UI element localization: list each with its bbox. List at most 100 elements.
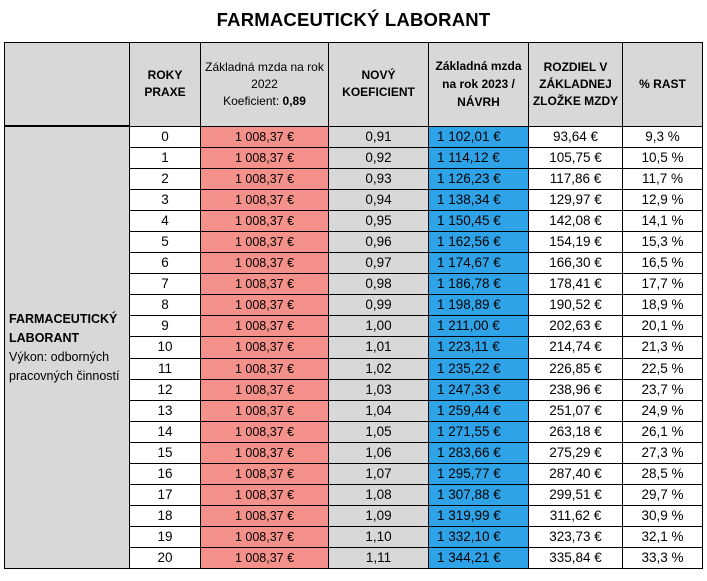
new-coefficient-cell: 1,02 [328,357,429,380]
base-salary-2022-cell: 1 008,37 € [200,209,329,232]
table-row: 12 1 008,37 €1,03 1 247,33 €238,96 €23,7 % [5,378,703,401]
new-coefficient-cell: 0,93 [328,167,429,190]
base-salary-2023-cell: 1 138,34 € [428,188,529,211]
growth-cell: 20,1 % [622,315,703,338]
years-cell: 18 [129,505,201,528]
header-coefficient-label: Koeficient: [223,93,280,108]
table-row: 20 1 008,37 €1,11 1 344,21 €335,84 €33,3 % [5,547,703,570]
base-salary-2022-cell: 1 008,37 € [200,315,329,338]
years-cell: 3 [129,188,201,211]
header-base-salary-2023: Základná mzda na rok 2023 / NÁVRH [428,42,529,127]
difference-cell: 93,64 € [528,125,623,148]
group-label-cell: FARMACEUTICKÝ LABORANT Výkon: odborných p… [4,125,130,570]
base-salary-2022-cell: 1 008,37 € [200,420,329,443]
years-cell: 17 [129,484,201,507]
difference-cell: 323,73 € [528,526,623,549]
base-salary-2023-cell: 1 211,00 € [428,315,529,338]
table-row: 17 1 008,37 €1,08 1 307,88 €299,51 €29,7 % [5,484,703,507]
growth-cell: 21,3 % [622,336,703,359]
base-salary-2022-cell: 1 008,37 € [200,125,329,148]
base-salary-2022-cell: 1 008,37 € [200,357,329,380]
new-coefficient-cell: 0,94 [328,188,429,211]
difference-cell: 238,96 € [528,378,623,401]
difference-cell: 287,40 € [528,462,623,486]
base-salary-2023-cell: 1 332,10 € [428,526,529,549]
growth-cell: 10,5 % [622,146,703,169]
header-years: ROKY PRAXE [129,42,201,127]
new-coefficient-cell: 0,95 [328,209,429,232]
years-cell: 19 [129,526,201,549]
growth-cell: 9,3 % [622,125,703,148]
growth-cell: 26,1 % [622,420,703,443]
base-salary-2022-cell: 1 008,37 € [200,273,329,296]
base-salary-2023-cell: 1 307,88 € [428,484,529,507]
new-coefficient-cell: 1,01 [328,336,429,359]
base-salary-2022-cell: 1 008,37 € [200,146,329,169]
difference-cell: 154,19 € [528,230,623,254]
difference-cell: 129,97 € [528,188,623,211]
base-salary-2023-cell: 1 150,45 € [428,209,529,232]
years-cell: 11 [129,357,201,380]
new-coefficient-cell: 1,04 [328,399,429,422]
years-cell: 10 [129,336,201,359]
growth-cell: 29,7 % [622,484,703,507]
years-cell: 12 [129,378,201,401]
base-salary-2023-cell: 1 319,99 € [428,505,529,528]
base-salary-2023-cell: 1 271,55 € [428,420,529,443]
growth-cell: 14,1 % [622,209,703,232]
growth-cell: 12,9 % [622,188,703,211]
base-salary-2022-cell: 1 008,37 € [200,252,329,275]
years-cell: 5 [129,230,201,254]
growth-cell: 30,9 % [622,505,703,528]
new-coefficient-cell: 0,97 [328,252,429,275]
years-cell: 9 [129,315,201,338]
difference-cell: 142,08 € [528,209,623,232]
growth-cell: 11,7 % [622,167,703,190]
header-coefficient-value: 0,89 [282,93,306,108]
difference-cell: 275,29 € [528,441,623,465]
base-salary-2022-cell: 1 008,37 € [200,167,329,190]
difference-cell: 202,63 € [528,315,623,338]
growth-cell: 18,9 % [622,294,703,317]
new-coefficient-cell: 1,10 [328,526,429,549]
difference-cell: 311,62 € [528,505,623,528]
base-salary-2022-cell: 1 008,37 € [200,526,329,549]
base-salary-2022-cell: 1 008,37 € [200,336,329,359]
table-row: 19 1 008,37 €1,10 1 332,10 €323,73 €32,1 % [5,526,703,549]
growth-cell: 22,5 % [622,357,703,380]
table-row: FARMACEUTICKÝ LABORANT Výkon: odborných p… [4,125,703,570]
salary-table: ROKY PRAXE Základná mzda na rok 2022 Koe… [4,42,703,570]
new-coefficient-cell: 0,91 [328,125,429,148]
base-salary-2022-cell: 1 008,37 € [200,462,329,486]
years-cell: 14 [129,420,201,443]
years-cell: 6 [129,252,201,275]
table-row: 16 1 008,37 €1,07 1 295,77 €287,40 €28,5 % [5,462,703,486]
difference-cell: 299,51 € [528,484,623,507]
difference-cell: 263,18 € [528,420,623,443]
new-coefficient-cell: 1,09 [328,505,429,528]
base-salary-2023-cell: 1 198,89 € [428,294,529,317]
years-cell: 0 [129,125,201,148]
new-coefficient-cell: 1,08 [328,484,429,507]
base-salary-2023-cell: 1 102,01 € [428,125,529,148]
years-cell: 15 [129,441,201,465]
new-coefficient-cell: 0,96 [328,230,429,254]
new-coefficient-cell: 1,00 [328,315,429,338]
growth-cell: 17,7 % [622,273,703,296]
base-salary-2022-cell: 1 008,37 € [200,441,329,465]
base-salary-2023-cell: 1 344,21 € [428,547,529,570]
difference-cell: 190,52 € [528,294,623,317]
new-coefficient-cell: 1,07 [328,462,429,486]
years-cell: 8 [129,294,201,317]
base-salary-2022-cell: 1 008,37 € [200,547,329,570]
years-cell: 1 [129,146,201,169]
header-base-salary-2022: Základná mzda na rok 2022 Koeficient: 0,… [200,42,329,127]
base-salary-2023-cell: 1 174,67 € [428,252,529,275]
base-salary-2022-cell: 1 008,37 € [200,294,329,317]
years-cell: 16 [129,462,201,486]
new-coefficient-cell: 0,98 [328,273,429,296]
base-salary-2023-cell: 1 259,44 € [428,399,529,422]
base-salary-2023-cell: 1 223,11 € [428,336,529,359]
header-growth: % RAST [622,42,703,127]
